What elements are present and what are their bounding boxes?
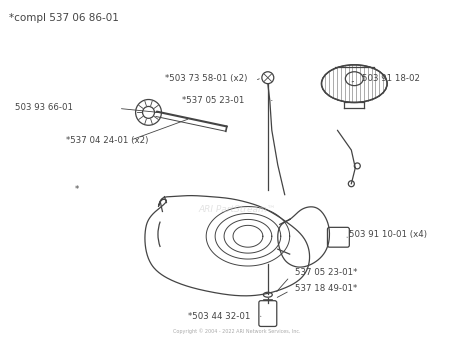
Text: *503 44 32-01: *503 44 32-01 xyxy=(188,312,251,321)
Ellipse shape xyxy=(346,72,363,86)
Text: ARI PartStream™: ARI PartStream™ xyxy=(198,205,276,214)
Text: 503 93 66-01: 503 93 66-01 xyxy=(15,103,73,112)
Text: 537 05 23-01*: 537 05 23-01* xyxy=(295,269,357,277)
Text: 503 91 10-01 (x4): 503 91 10-01 (x4) xyxy=(349,230,428,239)
Circle shape xyxy=(136,99,162,125)
Circle shape xyxy=(143,106,155,118)
Text: *: * xyxy=(75,185,79,194)
Circle shape xyxy=(348,181,354,187)
Text: 503 91 18-02: 503 91 18-02 xyxy=(362,74,420,83)
Text: *compl 537 06 86-01: *compl 537 06 86-01 xyxy=(9,13,119,23)
Ellipse shape xyxy=(321,65,387,102)
Circle shape xyxy=(262,72,274,84)
Circle shape xyxy=(354,163,360,169)
Text: *503 73 58-01 (x2): *503 73 58-01 (x2) xyxy=(165,74,248,83)
Text: *537 04 24-01 (x2): *537 04 24-01 (x2) xyxy=(66,135,148,145)
Ellipse shape xyxy=(264,292,272,297)
Text: 537 18 49-01*: 537 18 49-01* xyxy=(295,284,357,293)
FancyBboxPatch shape xyxy=(328,227,349,247)
Text: Copyright © 2004 - 2022 ARI Network Services, Inc.: Copyright © 2004 - 2022 ARI Network Serv… xyxy=(173,329,301,334)
Text: *537 05 23-01: *537 05 23-01 xyxy=(182,96,245,105)
FancyBboxPatch shape xyxy=(259,301,277,327)
